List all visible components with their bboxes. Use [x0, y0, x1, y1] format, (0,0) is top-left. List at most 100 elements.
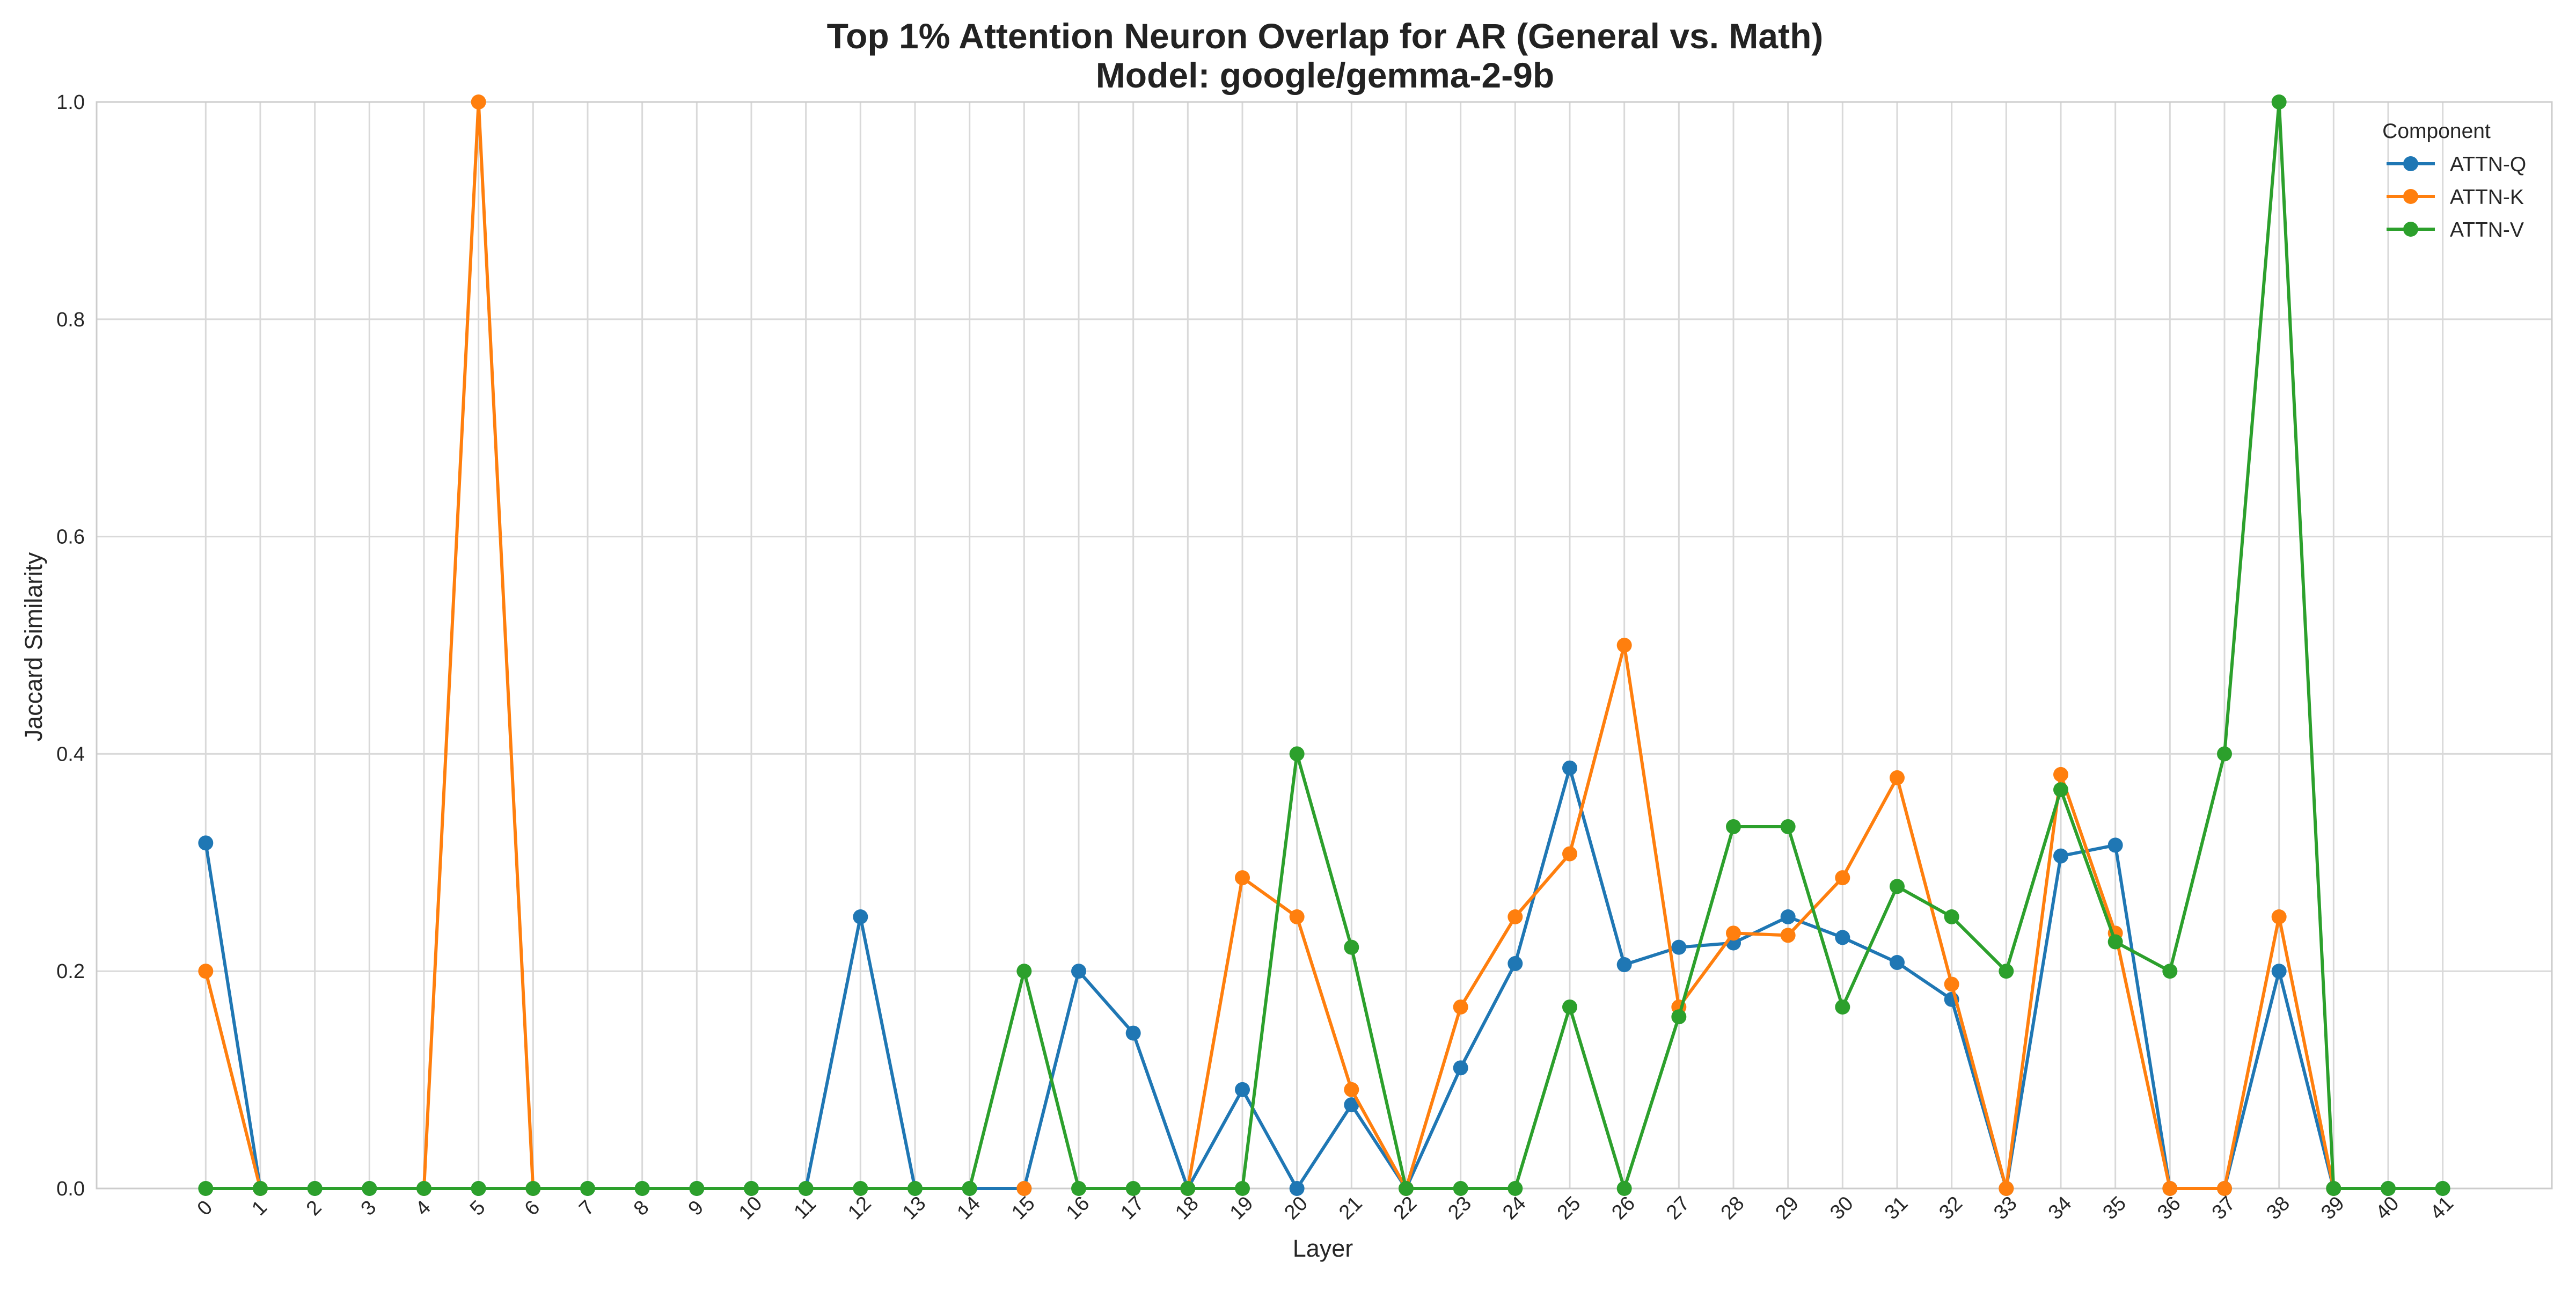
- data-point-attn-k-layer-29: [1780, 928, 1796, 943]
- legend-item-attn-v: ATTN-V: [2387, 218, 2524, 242]
- data-point-attn-q-layer-31: [1890, 955, 1905, 971]
- data-point-attn-v-layer-18: [1180, 1181, 1196, 1196]
- series-attn-v: [198, 94, 2450, 1196]
- chart-subtitle: Model: google/gemma-2-9b: [1096, 55, 1554, 95]
- data-point-attn-v-layer-20: [1289, 746, 1305, 762]
- data-point-attn-k-layer-37: [2217, 1181, 2232, 1196]
- data-point-attn-q-layer-0: [198, 835, 214, 851]
- data-point-attn-v-layer-9: [689, 1181, 705, 1196]
- legend: Component ATTN-Q ATTN-K ATTN-V: [2382, 120, 2526, 242]
- legend-label-attn-k: ATTN-K: [2450, 186, 2524, 209]
- chart-title: Top 1% Attention Neuron Overlap for AR (…: [827, 16, 1824, 56]
- data-point-attn-v-layer-34: [2053, 782, 2068, 798]
- legend-marker-attn-k: [2403, 189, 2418, 204]
- data-point-attn-v-layer-17: [1125, 1181, 1141, 1196]
- data-point-attn-v-layer-40: [2381, 1181, 2396, 1196]
- data-point-attn-q-layer-27: [1671, 939, 1687, 955]
- data-point-attn-q-layer-12: [853, 909, 868, 924]
- data-point-attn-k-layer-26: [1616, 638, 1632, 653]
- data-point-attn-q-layer-16: [1071, 964, 1086, 979]
- legend-label-attn-v: ATTN-V: [2450, 218, 2524, 242]
- series-line-attn-k-3: [1186, 644, 2336, 1190]
- y-tick-label-1.0: 1.0: [56, 91, 85, 114]
- y-tick-label-0.6: 0.6: [56, 526, 85, 549]
- grid-lines: [97, 101, 2552, 1190]
- data-point-attn-v-layer-23: [1453, 1181, 1468, 1196]
- data-point-attn-k-layer-24: [1507, 909, 1523, 924]
- data-point-attn-v-layer-14: [962, 1181, 977, 1196]
- data-point-attn-q-layer-21: [1344, 1097, 1359, 1113]
- data-point-attn-v-layer-38: [2271, 94, 2287, 110]
- data-point-attn-v-layer-31: [1890, 879, 1905, 894]
- data-point-attn-v-layer-16: [1071, 1181, 1086, 1196]
- legend-marker-attn-v: [2403, 222, 2418, 237]
- data-point-attn-q-layer-35: [2107, 837, 2123, 853]
- data-point-attn-v-layer-33: [1999, 964, 2014, 979]
- x-axis-label: Layer: [1293, 1235, 1353, 1262]
- data-point-attn-q-layer-26: [1616, 957, 1632, 973]
- data-point-attn-v-layer-22: [1399, 1181, 1414, 1196]
- data-point-attn-v-layer-2: [307, 1181, 323, 1196]
- data-point-attn-k-layer-36: [2162, 1181, 2178, 1196]
- data-point-attn-v-layer-10: [744, 1181, 759, 1196]
- y-tick-label-0.4: 0.4: [56, 743, 85, 765]
- legend-item-attn-q: ATTN-Q: [2387, 153, 2526, 176]
- data-point-attn-v-layer-4: [416, 1181, 431, 1196]
- data-point-attn-k-layer-33: [1999, 1181, 2014, 1196]
- data-point-attn-v-layer-37: [2217, 746, 2232, 762]
- data-point-attn-k-layer-19: [1235, 870, 1250, 886]
- data-point-attn-v-layer-11: [798, 1181, 814, 1196]
- legend-items: ATTN-Q ATTN-K ATTN-V: [2387, 153, 2526, 242]
- legend-label-attn-q: ATTN-Q: [2450, 153, 2526, 176]
- data-point-attn-k-layer-30: [1835, 870, 1850, 886]
- y-tick-label-0.2: 0.2: [56, 960, 85, 983]
- y-tick-label-0.0: 0.0: [56, 1178, 85, 1200]
- data-point-attn-v-layer-39: [2326, 1181, 2341, 1196]
- data-point-attn-v-layer-25: [1562, 999, 1577, 1015]
- data-point-attn-v-layer-3: [362, 1181, 377, 1196]
- data-point-attn-k-layer-28: [1726, 925, 1741, 941]
- series-line-attn-k-0: [204, 971, 262, 1189]
- data-point-attn-q-layer-25: [1562, 760, 1577, 776]
- series-layer: [198, 94, 2450, 1196]
- data-point-attn-v-layer-32: [1944, 909, 1959, 924]
- data-point-attn-q-layer-38: [2271, 964, 2287, 979]
- data-point-attn-k-layer-5: [471, 94, 486, 110]
- data-point-attn-v-layer-35: [2107, 934, 2123, 950]
- legend-item-attn-k: ATTN-K: [2387, 186, 2524, 209]
- data-point-attn-v-layer-21: [1344, 939, 1359, 955]
- series-line-attn-v-0: [206, 100, 2443, 1190]
- data-point-attn-k-layer-15: [1016, 1181, 1032, 1196]
- data-point-attn-v-layer-28: [1726, 819, 1741, 835]
- data-point-attn-q-layer-19: [1235, 1082, 1250, 1097]
- data-point-attn-k-layer-23: [1453, 999, 1468, 1015]
- data-point-attn-k-layer-0: [198, 964, 214, 979]
- data-point-attn-q-layer-34: [2053, 848, 2068, 864]
- data-point-attn-v-layer-19: [1235, 1181, 1250, 1196]
- data-point-attn-q-layer-23: [1453, 1060, 1468, 1076]
- data-point-attn-k-layer-20: [1289, 909, 1305, 924]
- data-point-attn-q-layer-20: [1289, 1181, 1305, 1196]
- data-point-attn-v-layer-13: [908, 1181, 923, 1196]
- data-point-attn-v-layer-30: [1835, 999, 1850, 1015]
- data-point-attn-k-layer-32: [1944, 976, 1959, 992]
- data-point-attn-v-layer-41: [2435, 1181, 2450, 1196]
- data-point-attn-v-layer-24: [1507, 1181, 1523, 1196]
- data-point-attn-v-layer-12: [853, 1181, 868, 1196]
- data-point-attn-k-layer-38: [2271, 909, 2287, 924]
- data-point-attn-q-layer-30: [1835, 930, 1850, 945]
- y-axis-label: Jaccard Similarity: [20, 552, 47, 741]
- data-point-attn-v-layer-8: [634, 1181, 650, 1196]
- data-point-attn-q-layer-24: [1507, 956, 1523, 972]
- data-point-attn-k-layer-21: [1344, 1082, 1359, 1097]
- data-point-attn-v-layer-7: [580, 1181, 595, 1196]
- data-point-attn-k-layer-25: [1562, 846, 1577, 862]
- data-point-attn-q-layer-17: [1125, 1025, 1141, 1041]
- data-point-attn-v-layer-36: [2162, 964, 2178, 979]
- data-point-attn-v-layer-6: [525, 1181, 541, 1196]
- data-point-attn-k-layer-31: [1890, 770, 1905, 785]
- y-tick-label-0.8: 0.8: [56, 309, 85, 331]
- data-point-attn-q-layer-29: [1780, 909, 1796, 924]
